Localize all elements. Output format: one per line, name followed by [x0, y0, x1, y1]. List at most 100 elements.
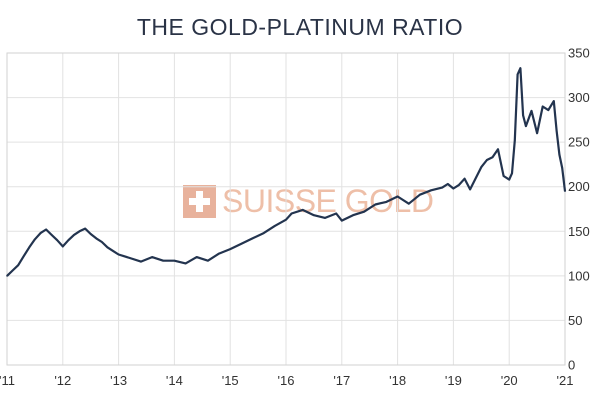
x-tick-label: '12	[54, 373, 71, 388]
plot-frame	[6, 52, 566, 366]
swiss-flag-icon	[183, 184, 216, 218]
data-point	[374, 203, 377, 206]
data-point	[396, 195, 399, 198]
x-tick-label: '13	[110, 373, 127, 388]
y-tick-label: 200	[568, 179, 590, 194]
data-point	[407, 202, 410, 205]
y-tick-label: 300	[568, 90, 590, 105]
data-point	[140, 260, 142, 263]
x-axis-ticks: '11 '12 '13 '14 '15 '16 '17 '18 '19 '20 '21	[0, 373, 573, 388]
data-point	[519, 67, 522, 69]
data-point	[162, 259, 165, 262]
data-point	[561, 167, 564, 169]
data-point	[301, 209, 304, 211]
y-axis-ticks: 0 50 100 150 200 250 300 350	[568, 46, 590, 373]
data-point	[480, 166, 483, 168]
data-point	[6, 275, 8, 277]
data-point	[106, 246, 109, 249]
y-tick-label: 100	[568, 268, 590, 283]
data-point	[502, 175, 505, 177]
data-point	[564, 190, 566, 192]
data-point	[335, 212, 338, 215]
watermark-text: SUISSE GOLD	[222, 182, 434, 219]
data-point	[530, 110, 533, 112]
data-point	[313, 214, 315, 217]
x-tick-label: '14	[166, 373, 183, 388]
data-point	[89, 233, 92, 235]
data-point	[50, 234, 53, 236]
y-tick-label: 250	[568, 135, 590, 150]
data-point	[285, 218, 287, 221]
x-tick-label: '11	[0, 373, 15, 388]
data-point	[452, 187, 455, 190]
data-point	[341, 219, 343, 222]
x-tick-label: '18	[389, 373, 406, 388]
data-point	[441, 186, 444, 189]
data-point	[363, 210, 365, 213]
data-point	[56, 239, 59, 241]
y-tick-label: 150	[568, 224, 590, 239]
data-point	[513, 139, 516, 142]
data-point	[62, 245, 64, 248]
data-point	[11, 269, 14, 272]
data-point	[112, 250, 114, 252]
y-tick-label: 0	[568, 358, 575, 373]
data-point	[39, 232, 42, 234]
data-point	[497, 148, 499, 151]
data-point	[430, 189, 432, 192]
data-point	[22, 255, 25, 258]
data-point	[218, 252, 220, 255]
x-tick-label: '15	[222, 373, 239, 388]
data-point	[73, 234, 75, 236]
data-point	[240, 242, 243, 245]
data-point	[84, 227, 86, 230]
data-point	[491, 156, 494, 159]
data-point	[516, 73, 519, 76]
data-point	[34, 238, 36, 241]
data-point	[117, 253, 120, 256]
data-point	[419, 193, 421, 196]
x-tick-label: '17	[333, 373, 350, 388]
data-point	[558, 153, 561, 156]
data-point	[207, 259, 209, 262]
data-point	[78, 230, 81, 233]
data-point	[385, 201, 388, 203]
series-layer	[6, 67, 567, 277]
data-point	[508, 178, 511, 181]
data-point	[67, 239, 70, 241]
data-point	[553, 100, 555, 102]
data-point	[352, 214, 354, 217]
data-point	[458, 184, 460, 186]
data-point	[229, 248, 231, 250]
data-point	[547, 109, 550, 111]
data-point	[17, 264, 19, 266]
data-point	[447, 183, 449, 185]
chart-title: THE GOLD-PLATINUM RATIO	[136, 14, 464, 40]
watermark: SUISSE GOLD	[183, 182, 434, 220]
data-point	[28, 246, 31, 249]
data-point	[536, 132, 538, 135]
data-point	[95, 237, 98, 240]
data-point	[463, 177, 466, 180]
data-point	[525, 125, 527, 127]
data-point	[251, 237, 254, 240]
data-point	[486, 159, 488, 161]
data-point	[469, 188, 471, 191]
data-point	[555, 129, 558, 132]
data-point	[324, 217, 326, 219]
y-tick-label: 350	[568, 46, 590, 61]
data-point	[274, 225, 276, 227]
x-tick-label: '20	[501, 373, 518, 388]
data-point	[541, 105, 544, 108]
data-point	[128, 257, 131, 259]
data-point	[195, 256, 198, 258]
x-tick-label: '16	[278, 373, 295, 388]
x-tick-label: '19	[445, 373, 462, 388]
data-point	[151, 256, 153, 258]
grid-lines	[6, 52, 566, 366]
data-point	[522, 114, 524, 117]
data-point	[173, 259, 176, 262]
data-point	[511, 172, 513, 175]
x-tick-label: '21	[557, 373, 574, 388]
